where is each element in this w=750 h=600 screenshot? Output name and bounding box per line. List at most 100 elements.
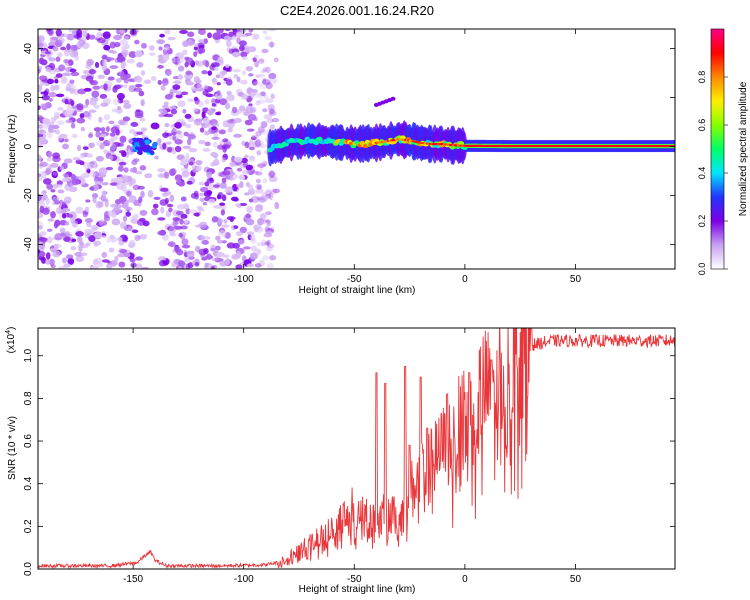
heatmap-cell	[38, 173, 41, 177]
heatmap-cell	[182, 108, 187, 114]
heatmap-cell	[53, 84, 60, 91]
heatmap-cell	[105, 126, 110, 132]
heatmap-cell	[216, 82, 221, 86]
heatmap-cell	[229, 161, 235, 168]
heatmap-cell	[172, 135, 177, 141]
heatmap-cell	[71, 133, 78, 139]
y-tick-label: 20	[23, 92, 34, 104]
heatmap-ridge	[267, 96, 675, 167]
heatmap-cell	[212, 141, 218, 148]
heatmap-cell	[109, 65, 119, 70]
heatmap-cell	[58, 134, 67, 139]
heatmap-cell	[210, 244, 217, 252]
heatmap-cell	[170, 125, 176, 129]
heatmap-cell	[167, 146, 173, 153]
heatmap-cell	[265, 193, 272, 199]
heatmap-cell	[185, 70, 192, 76]
heatmap-cell	[108, 247, 115, 253]
heatmap-cell	[74, 55, 79, 61]
heatmap-cell	[38, 41, 47, 48]
heatmap-cell	[253, 225, 259, 233]
heatmap-cell	[109, 41, 116, 49]
heatmap-cell	[103, 44, 111, 51]
heatmap-cell	[225, 78, 233, 86]
heatmap-cell	[224, 102, 231, 110]
heatmap-cell	[55, 93, 65, 98]
heatmap-cell	[68, 59, 74, 66]
heatmap-cell	[193, 51, 198, 57]
heatmap-cell	[204, 124, 213, 128]
heatmap-cell	[207, 32, 212, 39]
heatmap-cell	[221, 224, 230, 228]
heatmap-cell	[83, 162, 92, 170]
heatmap-cell	[268, 111, 277, 116]
heatmap-cell	[269, 41, 274, 48]
heatmap-cell	[89, 80, 95, 84]
heatmap-cell	[47, 151, 53, 158]
heatmap-cell	[110, 126, 119, 134]
heatmap-cell	[198, 39, 205, 43]
heatmap-cell	[181, 238, 189, 246]
heatmap-cell	[103, 149, 108, 154]
heatmap-cell	[261, 192, 267, 199]
heatmap-cell	[248, 186, 254, 195]
heatmap-cell	[187, 133, 197, 140]
heatmap-cell	[214, 66, 219, 72]
heatmap-cell	[166, 203, 174, 208]
x-tick-label: -150	[123, 274, 143, 285]
heatmap-cell	[268, 175, 278, 183]
heatmap-cell	[95, 257, 102, 264]
heatmap-cell	[199, 127, 205, 133]
heatmap-cell	[203, 38, 208, 44]
heatmap-cell	[157, 79, 163, 85]
heatmap-cell	[70, 246, 77, 251]
heatmap-cell	[227, 127, 233, 133]
heatmap-cell	[233, 156, 243, 163]
heatmap-cell	[98, 167, 108, 175]
heatmap-cell	[184, 61, 189, 68]
heatmap-cell	[128, 51, 137, 58]
colorbar-tick-label: 0.8	[697, 71, 707, 84]
heatmap-cell	[260, 69, 266, 74]
y-tick-label: 0.0	[23, 562, 34, 576]
heatmap-cell	[249, 91, 256, 98]
heatmap-cell	[157, 256, 167, 262]
heatmap-cell	[272, 188, 281, 194]
heatmap-cell	[68, 186, 78, 193]
heatmap-cell	[203, 84, 209, 90]
heatmap-cell	[66, 43, 71, 51]
heatmap-cell	[64, 98, 69, 105]
heatmap-cell	[54, 219, 61, 227]
heatmap-cell	[224, 189, 234, 193]
heatmap-cell	[50, 211, 56, 219]
heatmap-cell	[183, 203, 189, 210]
heatmap-cell	[38, 68, 41, 74]
heatmap-cell	[76, 117, 86, 124]
heatmap-cell	[132, 158, 140, 163]
heatmap-cell	[107, 76, 115, 81]
heatmap-cell	[233, 225, 239, 230]
heatmap-cell	[228, 31, 234, 38]
heatmap-cell	[180, 158, 189, 166]
heatmap-cell	[91, 90, 100, 98]
heatmap-cell	[262, 108, 268, 113]
heatmap-cell	[41, 94, 50, 101]
heatmap-cell	[97, 74, 106, 80]
heatmap-cell	[269, 255, 277, 261]
heatmap-cell	[257, 91, 266, 99]
heatmap-cell	[93, 164, 98, 169]
heatmap-cell	[157, 64, 164, 69]
heatmap-cell	[210, 162, 216, 167]
heatmap-cell	[236, 32, 241, 38]
heatmap-cell	[113, 34, 123, 41]
heatmap-cell	[236, 184, 243, 188]
heatmap-cell	[257, 143, 264, 149]
heatmap-cell	[221, 170, 231, 176]
heatmap-cell	[161, 192, 168, 197]
heatmap-cell	[140, 127, 148, 132]
heatmap-cell	[162, 132, 169, 138]
heatmap-cell	[250, 245, 257, 252]
heatmap-cell	[260, 120, 266, 128]
heatmap-cell	[122, 215, 128, 222]
heatmap-cell	[47, 129, 57, 133]
